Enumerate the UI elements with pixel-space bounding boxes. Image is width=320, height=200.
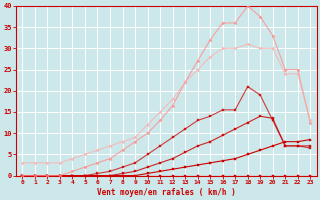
X-axis label: Vent moyen/en rafales ( km/h ): Vent moyen/en rafales ( km/h ) (97, 188, 236, 197)
